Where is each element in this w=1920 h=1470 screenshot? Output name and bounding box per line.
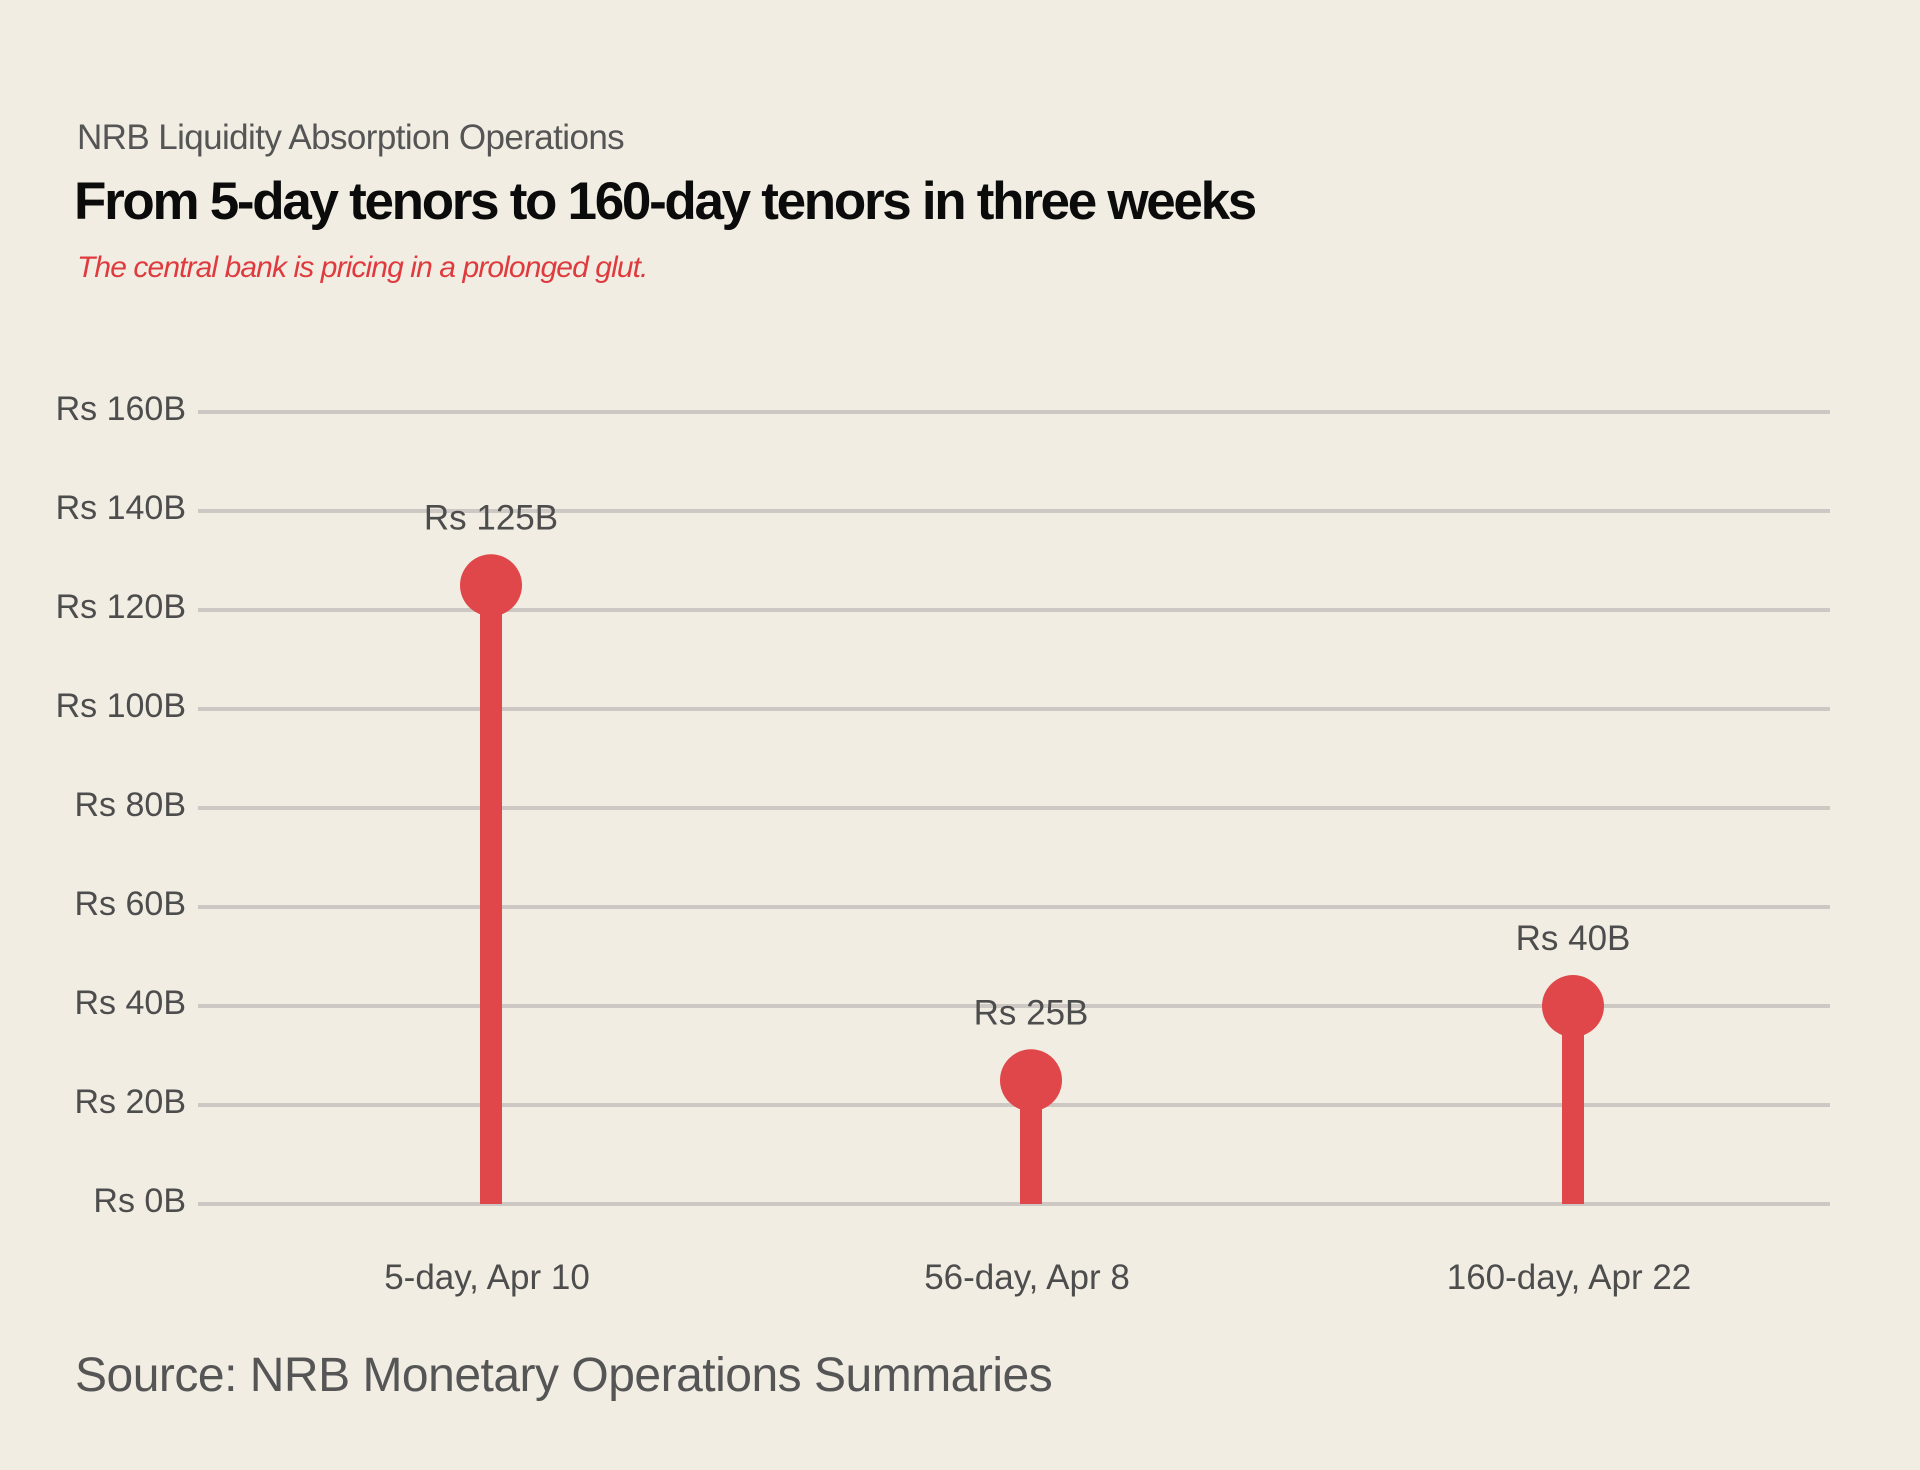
- lollipop-dot: [1000, 1049, 1062, 1112]
- y-tick-label: Rs 0B: [93, 1182, 186, 1220]
- lollipop-stem: [480, 585, 502, 1204]
- lollipop-dot: [460, 554, 522, 617]
- y-tick-label: Rs 140B: [56, 489, 186, 527]
- lollipop: Rs 125B: [424, 498, 558, 1204]
- lollipop-marks: Rs 125B Rs 25B Rs 40B: [424, 498, 1631, 1204]
- x-tick-label: 56-day, Apr 8: [924, 1258, 1130, 1297]
- lollipop-stem: [1562, 1006, 1584, 1204]
- data-label: Rs 125B: [424, 498, 558, 537]
- y-tick-label: Rs 80B: [75, 786, 187, 824]
- lollipop: Rs 40B: [1516, 919, 1631, 1204]
- x-tick-label: 5-day, Apr 10: [384, 1258, 590, 1297]
- y-tick-label: Rs 40B: [75, 984, 187, 1022]
- chart-kicker: NRB Liquidity Absorption Operations: [77, 118, 625, 157]
- y-tick-label: Rs 20B: [75, 1083, 187, 1121]
- y-tick-label: Rs 160B: [56, 390, 186, 428]
- data-label: Rs 25B: [974, 993, 1089, 1032]
- x-axis-tick-labels: 5-day, Apr 10 56-day, Apr 8 160-day, Apr 2…: [384, 1258, 1691, 1297]
- y-tick-label: Rs 120B: [56, 588, 186, 626]
- chart-subtitle: The central bank is pricing in a prolong…: [77, 251, 648, 284]
- chart-title: From 5-day tenors to 160-day tenors in t…: [74, 172, 1257, 231]
- data-label: Rs 40B: [1516, 919, 1631, 958]
- y-tick-label: Rs 60B: [75, 885, 187, 923]
- lollipop: Rs 25B: [974, 993, 1089, 1204]
- y-tick-label: Rs 100B: [56, 687, 186, 725]
- source-note: Source: NRB Monetary Operations Summarie…: [75, 1349, 1053, 1402]
- x-tick-label: 160-day, Apr 22: [1447, 1258, 1692, 1297]
- lollipop-stem: [1020, 1080, 1042, 1204]
- lollipop-dot: [1542, 975, 1604, 1037]
- gridlines: [198, 410, 1830, 1206]
- y-axis-tick-labels: Rs 0B Rs 20B Rs 40B Rs 60B Rs 80B Rs 100B Rs 1…: [56, 390, 186, 1220]
